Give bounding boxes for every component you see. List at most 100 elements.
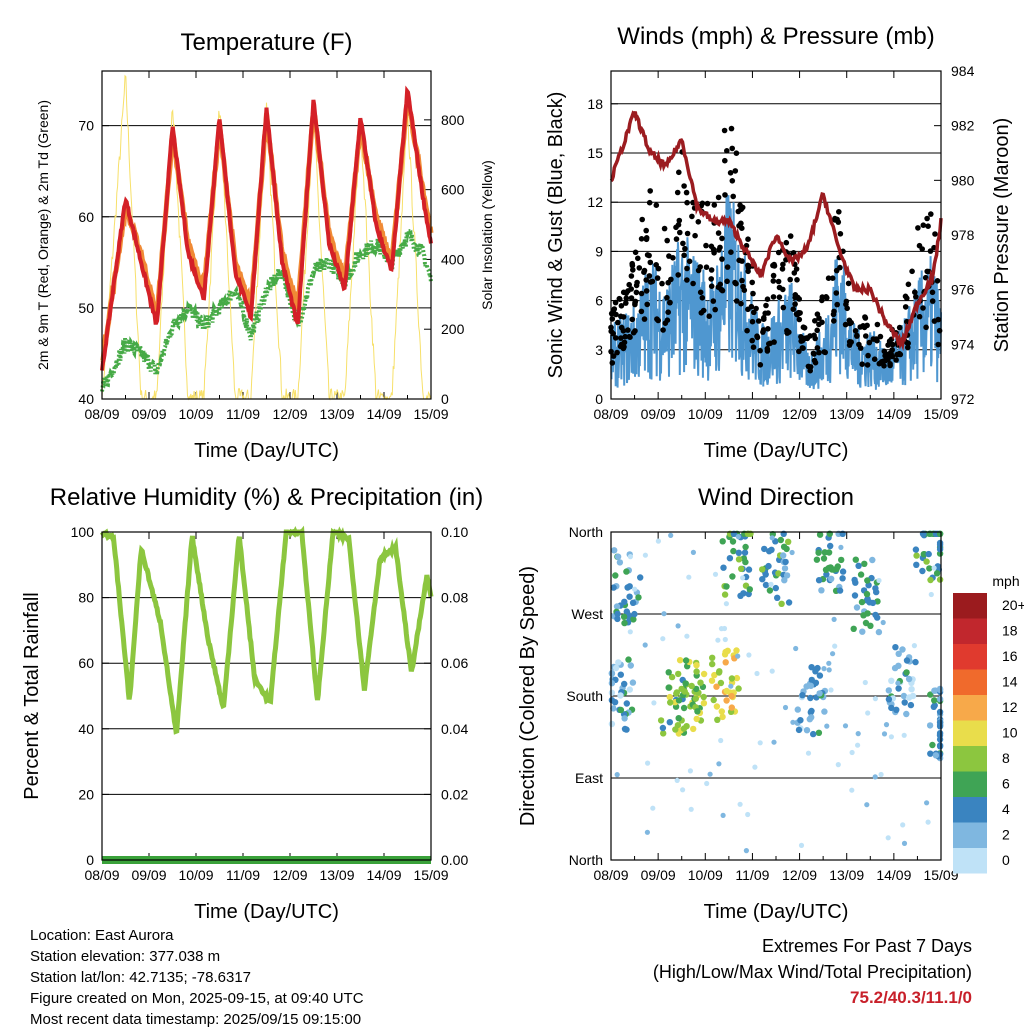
direction-point (818, 587, 825, 594)
gust-point (715, 194, 722, 201)
gust-point (728, 125, 735, 132)
direction-point (719, 713, 726, 721)
direction-point (797, 717, 804, 724)
direction-point (893, 706, 900, 713)
gust-point (649, 278, 656, 285)
direction-point (807, 682, 814, 689)
gust-point (770, 272, 777, 279)
direction-point (872, 774, 878, 780)
direction-point (926, 722, 934, 729)
direction-point (728, 683, 734, 689)
direction-point (650, 805, 656, 811)
direction-point (615, 659, 622, 666)
gust-point (638, 236, 645, 242)
gust-point (634, 279, 640, 286)
direction-point (610, 584, 617, 591)
direction-point (642, 552, 649, 558)
direction-point (627, 662, 634, 669)
gust-point (729, 178, 736, 184)
gust-point (902, 293, 909, 300)
rh-ytick-right-label: 0.08 (441, 590, 468, 606)
direction-point (805, 750, 812, 756)
direction-point (814, 664, 821, 672)
gust-point (676, 217, 683, 224)
gust-point (770, 278, 777, 284)
gust-point (675, 272, 681, 278)
gust-point (767, 340, 773, 347)
direction-point (831, 616, 837, 623)
gust-point (761, 315, 767, 321)
direction-point (930, 703, 937, 710)
wind-ytick-label: 12 (587, 194, 603, 210)
gust-point (628, 286, 634, 292)
direction-point (754, 670, 760, 677)
dewpoint-series (100, 229, 433, 392)
gust-point (744, 327, 750, 334)
direction-point (712, 571, 719, 577)
direction-point (774, 594, 781, 601)
direction-point (644, 829, 651, 835)
temp-xtick-label: 10/09 (178, 406, 213, 422)
direction-point (761, 545, 768, 553)
temp-ylabel-left: 2m & 9m T (Red, Orange) & 2m Td (Green) (35, 100, 51, 370)
gust-point (690, 280, 696, 287)
dir-xtick-label: 10/09 (688, 867, 723, 883)
direction-point (936, 719, 944, 726)
direction-point (694, 708, 701, 715)
dir-ylabel-left: Direction (Colored By Speed) (517, 566, 539, 826)
direction-point (667, 699, 674, 706)
gust-point (863, 333, 869, 339)
direction-point (815, 729, 823, 736)
direction-point (775, 570, 782, 577)
rh-xtick-label: 11/09 (226, 867, 260, 883)
direction-point (794, 706, 801, 713)
gust-point (633, 289, 640, 296)
gust-point (622, 333, 628, 340)
wind-xtick-label: 15/09 (923, 406, 958, 422)
direction-point (614, 615, 621, 623)
direction-point (680, 725, 688, 732)
direction-point (769, 668, 775, 674)
direction-point (913, 552, 920, 559)
gust-point (710, 298, 717, 304)
gust-point (845, 280, 852, 287)
gust-point (736, 223, 742, 229)
temp-ytick-right-label: 200 (441, 321, 465, 337)
temp-xtick-label: 08/09 (84, 406, 119, 422)
gust-point (866, 339, 873, 346)
direction-point (672, 726, 679, 733)
gust-point (887, 361, 893, 367)
gust-point (812, 359, 819, 366)
direction-point (852, 579, 859, 586)
direction-point (608, 689, 616, 696)
direction-point (627, 629, 633, 635)
gust-point (745, 268, 751, 275)
direction-point (768, 581, 774, 588)
gust-point (618, 341, 625, 348)
rh-ylabel-left: Percent & Total Rainfall (21, 592, 43, 800)
gust-point (741, 287, 748, 294)
gust-point (909, 268, 915, 275)
direction-point (680, 704, 688, 712)
direction-point (714, 716, 721, 723)
wind-ytick-right-label: 974 (951, 336, 975, 352)
gust-point (816, 349, 822, 356)
direction-point (651, 700, 657, 706)
gust-point (618, 335, 624, 341)
direction-point (885, 687, 892, 694)
gust-point (749, 279, 755, 286)
gust-point (792, 301, 798, 307)
direction-point (872, 696, 879, 702)
gust-point (824, 295, 830, 301)
gust-point (733, 150, 740, 156)
direction-point (710, 696, 717, 704)
gust-point (859, 361, 865, 368)
station-info: Location: East Aurora Station elevation:… (30, 925, 364, 1030)
direction-point (718, 737, 724, 744)
gust-point (684, 230, 691, 237)
gust-point (764, 296, 771, 303)
direction-point (783, 572, 791, 579)
gust-point (689, 213, 695, 220)
direction-point (862, 619, 870, 627)
direction-point (852, 556, 859, 563)
